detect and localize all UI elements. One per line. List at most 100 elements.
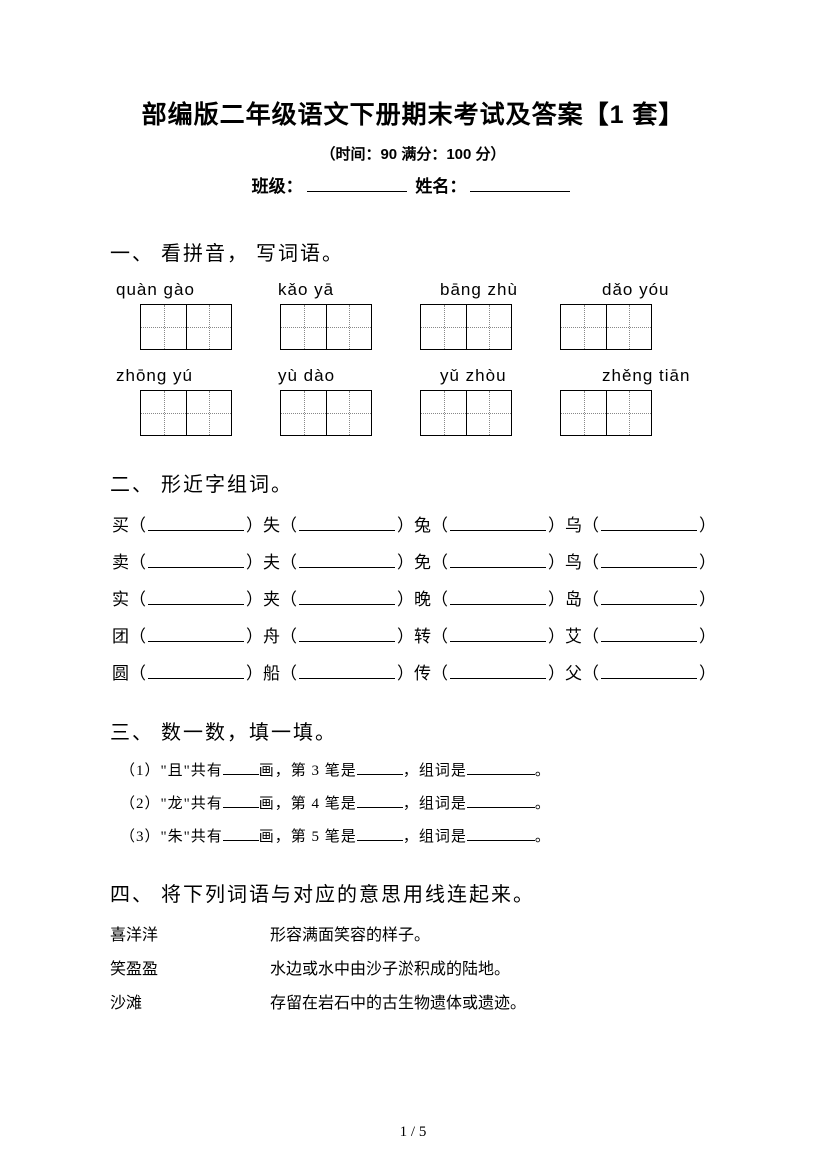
stroke-count-blank[interactable] [223,807,259,808]
stroke-name-blank[interactable] [357,807,403,808]
name-blank[interactable] [470,174,570,192]
stroke-name-blank[interactable] [357,840,403,841]
page-number: 1 / 5 [0,1124,826,1141]
word-blank[interactable] [148,530,244,531]
count-fill-line: （3）"朱"共有画，第 5 笔是，组词是。 [120,825,716,846]
paren-close: ） [246,585,263,610]
word-blank[interactable] [299,678,395,679]
tianzi-box[interactable] [560,390,652,436]
word-blank[interactable] [601,530,697,531]
similar-char-row: 卖（）夫（）免（）鸟（） [112,548,716,573]
paren-close: ） [246,659,263,684]
similar-char-item: 失（） [263,511,414,536]
word-blank[interactable] [450,530,546,531]
tianzi-box[interactable] [140,304,232,350]
word-blank[interactable] [148,567,244,568]
pinyin-cell: quàn gào [116,280,230,300]
stroke-count-blank[interactable] [223,840,259,841]
word-blank[interactable] [450,604,546,605]
tianzi-box[interactable] [140,390,232,436]
paren-close: ） [397,511,414,536]
line-index: （2） [120,796,161,812]
paren-close: ） [397,622,414,647]
section-3-head: 三、 数一数，填一填。 [110,716,716,745]
char-label: 岛（ [565,585,599,610]
word-blank[interactable] [299,567,395,568]
char-label: 免（ [414,548,448,573]
match-term[interactable]: 笑盈盈 [110,955,270,979]
paren-close: ） [548,659,565,684]
similar-char-item: 晚（） [414,585,565,610]
line-index: （3） [120,829,161,845]
match-definition[interactable]: 形容满面笑容的样子。 [270,921,430,945]
exam-info: （时间：90 满分：100 分） [110,143,716,164]
similar-char-item: 舟（） [263,622,414,647]
char-label: 圆（ [112,659,146,684]
paren-close: ） [548,511,565,536]
count-fill-line: （1）"且"共有画，第 3 笔是，组词是。 [120,759,716,780]
tianzi-box[interactable] [420,304,512,350]
similar-char-item: 兔（ ） [414,511,565,536]
word-blank[interactable] [299,530,395,531]
pinyin-cell: yù dào [278,366,392,386]
section-4-head: 四、 将下列词语与对应的意思用线连起来。 [110,878,716,907]
char-label: 乌（ [565,511,599,536]
name-label: 姓名： [415,177,466,196]
tianzi-box[interactable] [280,390,372,436]
paren-close: ） [699,659,716,684]
word-blank[interactable] [601,567,697,568]
tianzi-box[interactable] [560,304,652,350]
similar-char-item: 岛（） [565,585,716,610]
similar-char-item: 传（） [414,659,565,684]
char-label: 艾（ [565,622,599,647]
word-blank[interactable] [299,641,395,642]
paren-close: ） [548,548,565,573]
char-label: 兔（ [414,511,448,536]
word-blank[interactable] [601,678,697,679]
match-definition[interactable]: 存留在岩石中的古生物遗体或遗迹。 [270,989,526,1013]
page-title: 部编版二年级语文下册期末考试及答案【1 套】 [110,95,716,131]
tianzi-box[interactable] [420,390,512,436]
count-fill-line: （2）"龙"共有画，第 4 笔是，组词是。 [120,792,716,813]
char-label: 船（ [263,659,297,684]
paren-close: ） [397,659,414,684]
char-label: 转（ [414,622,448,647]
word-blank[interactable] [299,604,395,605]
char-label: 卖（ [112,548,146,573]
tianzi-box[interactable] [280,304,372,350]
word-blank[interactable] [601,604,697,605]
word-blank[interactable] [148,678,244,679]
stroke-name-blank[interactable] [357,774,403,775]
match-term[interactable]: 喜洋洋 [110,921,270,945]
word-blank[interactable] [467,807,535,808]
similar-char-item: 艾（） [565,622,716,647]
word-blank[interactable] [148,604,244,605]
paren-close: ） [246,511,263,536]
similar-char-row: 实（）夹（）晚（）岛（） [112,585,716,610]
line-index: （1） [120,763,161,779]
match-row: 笑盈盈水边或水中由沙子淤积成的陆地。 [110,955,716,979]
word-blank[interactable] [450,678,546,679]
pinyin-cell: bāng zhù [440,280,554,300]
stroke-count-blank[interactable] [223,774,259,775]
paren-close: ） [548,622,565,647]
word-blank[interactable] [467,840,535,841]
class-label: 班级： [252,177,303,196]
paren-close: ） [699,511,716,536]
char-label: 买（ [112,511,146,536]
paren-close: ） [397,548,414,573]
word-blank[interactable] [450,641,546,642]
pinyin-row-1: quàn gào kǎo yā bāng zhù dǎo yóu [116,280,716,300]
word-blank[interactable] [148,641,244,642]
match-term[interactable]: 沙滩 [110,989,270,1013]
match-definition[interactable]: 水边或水中由沙子淤积成的陆地。 [270,955,510,979]
class-blank[interactable] [307,174,407,192]
word-blank[interactable] [450,567,546,568]
similar-char-item: 船（ ） [263,659,414,684]
word-blank[interactable] [467,774,535,775]
section-1-head: 一、 看拼音， 写词语。 [110,237,716,266]
similar-char-item: 夫（） [263,548,414,573]
similar-char-item: 卖（） [112,548,263,573]
word-blank[interactable] [601,641,697,642]
pinyin-cell: zhōng yú [116,366,230,386]
